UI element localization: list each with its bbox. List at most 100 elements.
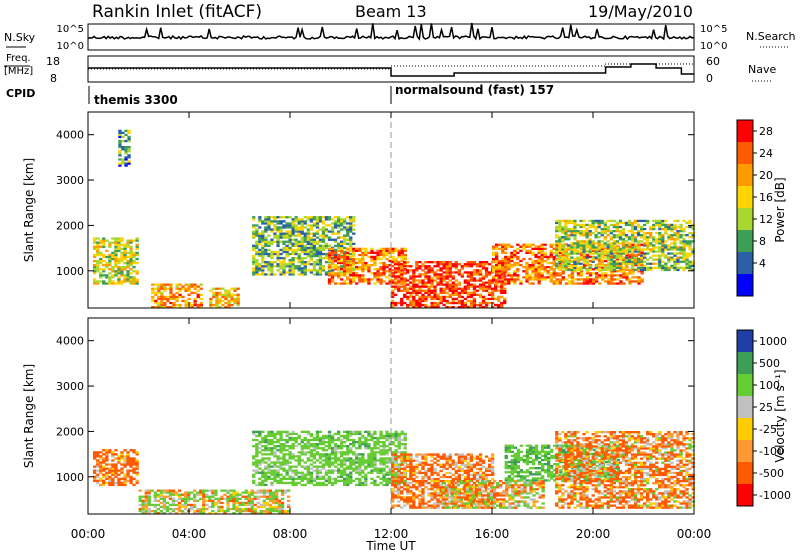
vel-cells-cell: [270, 443, 274, 446]
power-cells-cell: [597, 248, 601, 251]
power-cells-cell: [215, 301, 219, 305]
power-cells-cell: [491, 291, 495, 294]
power-cells-cell: [570, 227, 574, 231]
vel-cells-cell: [297, 459, 301, 462]
power-cells-cell: [324, 234, 329, 237]
vel-cells-cell: [153, 491, 157, 494]
power-cells-cell: [288, 226, 292, 229]
power-cells-cell: [382, 268, 386, 271]
vel-cells-cell: [171, 503, 176, 507]
vel-cells-cell: [303, 465, 307, 468]
power-cells-cell: [567, 280, 572, 283]
vel-cells-cell: [379, 481, 383, 485]
power-cells-cell: [99, 245, 103, 248]
power-cells-cell: [318, 220, 323, 223]
power-cells-cell: [595, 280, 599, 283]
power-cells-cell: [120, 280, 124, 283]
vel-cells-cell: [252, 457, 256, 460]
vel-cells-cell: [120, 483, 124, 487]
vel-cells-cell: [199, 509, 203, 513]
power-cells-cell: [376, 268, 380, 271]
vel-cells-cell: [259, 489, 263, 492]
power-cells-cell: [279, 226, 283, 229]
vel-cells-cell: [129, 461, 133, 464]
vel-cells-cell: [397, 494, 401, 497]
vel-cells-cell: [252, 432, 256, 436]
power-cells-cell: [318, 244, 323, 247]
vel-cells-cell: [361, 461, 365, 464]
vel-cells-cell: [409, 467, 413, 470]
vel-cells-cell: [102, 469, 106, 472]
vel-cells-cell: [259, 509, 263, 513]
power-cells-cell: [427, 275, 431, 278]
power-cells-cell: [388, 274, 392, 277]
power-cells-cell: [472, 285, 477, 288]
power-cells-cell: [670, 252, 674, 255]
power-cells-cell: [343, 228, 347, 231]
power-cells-cell: [312, 261, 316, 264]
power-cells-cell: [327, 257, 332, 261]
vel-cells-cell: [276, 430, 280, 433]
vel-cells-cell: [247, 509, 251, 513]
vel-cells-cell: [373, 436, 377, 440]
vel-cells-cell: [232, 497, 236, 500]
power-cells-cell: [300, 269, 304, 272]
power-cells-cell: [337, 272, 341, 275]
power-cells-cell: [631, 253, 635, 257]
vel-cells-cell: [352, 438, 356, 442]
power-cells-cell: [585, 276, 590, 279]
power-cells-cell: [427, 271, 431, 274]
vel-cells-cell: [349, 461, 353, 464]
vel-cells-cell: [114, 481, 118, 485]
power-cells-cell: [330, 232, 335, 235]
vel-cells-cell: [288, 451, 292, 454]
power-cells-cell: [564, 258, 568, 261]
power-cells-cell: [343, 268, 347, 271]
power-cells-cell: [433, 303, 437, 307]
power-cells-cell: [579, 223, 583, 227]
power-cells-cell: [661, 238, 665, 241]
power-cells-cell: [649, 256, 653, 259]
vel-cells-cell: [364, 467, 368, 470]
vel-cells-cell: [349, 473, 353, 476]
power-cells-cell: [612, 234, 616, 237]
vel-cells-cell: [385, 477, 389, 480]
power-cells-cell: [421, 283, 425, 286]
vel-cells-cell: [274, 499, 279, 502]
power-cells-cell: [421, 293, 425, 296]
vel-cells-cell: [394, 467, 398, 470]
power-cells-cell: [615, 221, 619, 225]
power-cells-cell: [93, 268, 97, 271]
power-cells-cell: [661, 227, 665, 231]
vel-cells-cell: [406, 490, 410, 493]
power-cells-cell: [552, 282, 556, 285]
vel-cells-cell: [123, 463, 127, 466]
power-cells-cell: [312, 246, 316, 250]
power-cells-cell: [501, 268, 505, 271]
power-cells-cell: [646, 242, 650, 245]
power-cells-cell: [424, 273, 428, 276]
power-cells-cell: [679, 227, 683, 231]
vel-cells-cell: [265, 497, 270, 500]
power-cells-cell: [291, 232, 295, 235]
power-cells-cell: [500, 289, 504, 292]
power-cells-cell: [661, 221, 665, 225]
power-cells-cell: [500, 303, 504, 307]
vel-cells-cell: [156, 503, 160, 507]
power-cells-cell: [573, 262, 577, 265]
vel-cells-cell: [321, 453, 326, 456]
power-cells-cell: [397, 301, 401, 305]
power-cells-cell: [630, 225, 635, 229]
power-cells-cell: [337, 242, 341, 245]
power-cells-cell: [324, 246, 329, 250]
power-cells-cell: [114, 257, 118, 261]
vel-cells-cell: [264, 449, 268, 452]
vel-cells-cell: [373, 443, 377, 446]
power-cells-cell: [591, 223, 595, 227]
power-cells-cell: [579, 253, 584, 257]
power-cells-cell: [534, 276, 538, 279]
power-cells-cell: [618, 250, 623, 253]
vel-cells-cell: [264, 447, 268, 450]
power-cells-cell: [96, 249, 100, 252]
power-cells-cell: [340, 255, 344, 259]
